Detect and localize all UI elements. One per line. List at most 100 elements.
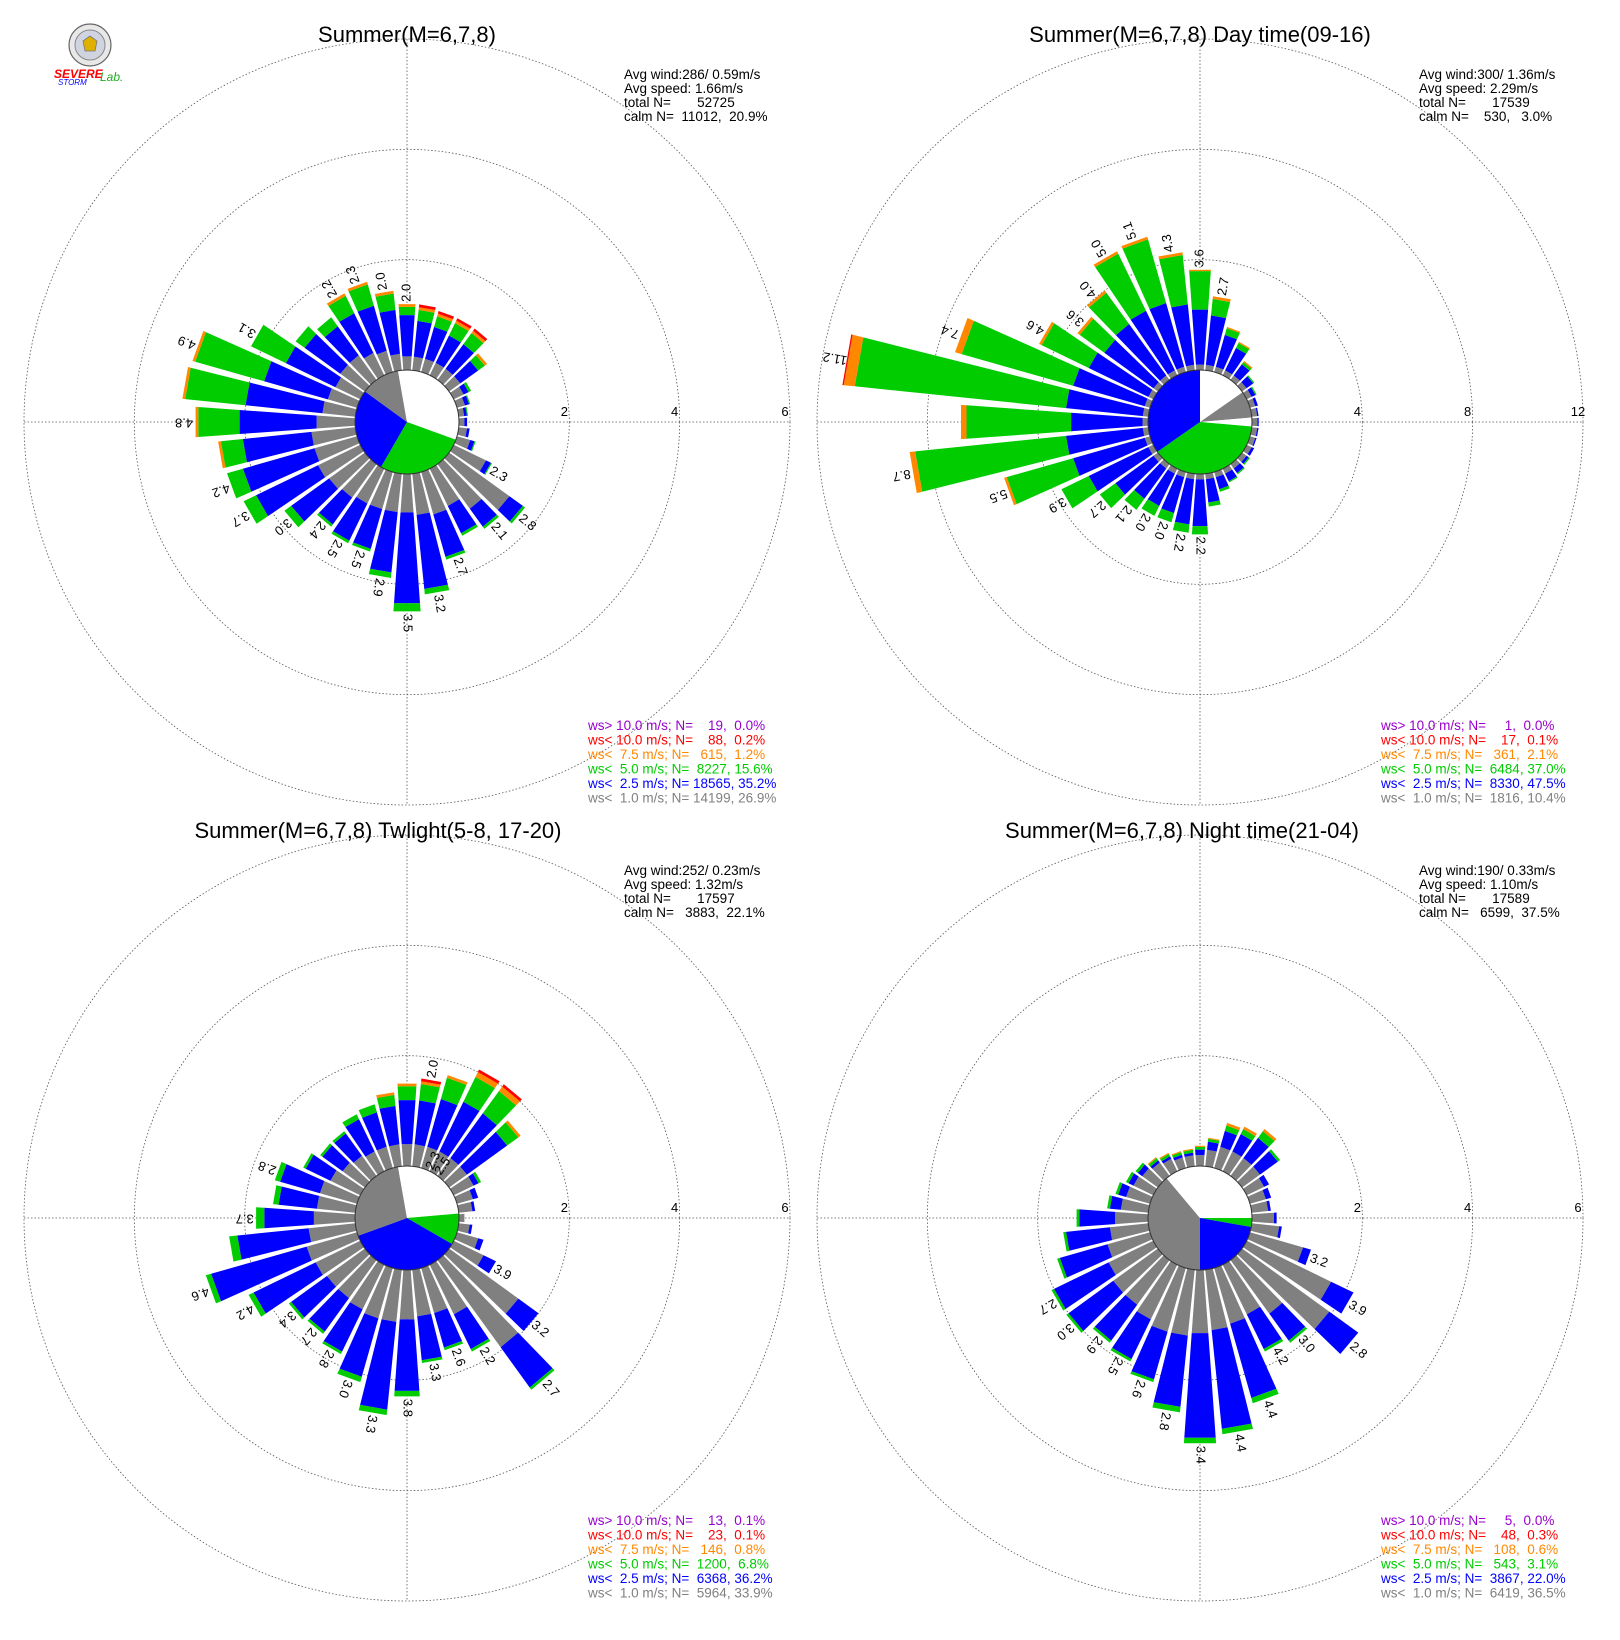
- bar-segment-30: [477, 1069, 500, 1084]
- bar-segment-140: [500, 1332, 553, 1388]
- bar-segment-0: [1194, 1146, 1206, 1150]
- bar-segment-60: [1247, 387, 1256, 397]
- bar-segment-250: [1004, 477, 1017, 506]
- bar-segment-310: [320, 1143, 332, 1157]
- bar-segment-50: [460, 1131, 508, 1175]
- bar-segment-150: [470, 1338, 491, 1352]
- bar-segment-130: [444, 452, 510, 510]
- bar-label-270: 4.8: [175, 416, 193, 431]
- bar-segment-130: [497, 496, 523, 522]
- bar-label-240: 3.7: [229, 508, 252, 530]
- legend-entry: ws< 10.0 m/s; N= 17, 0.1%: [1380, 733, 1558, 748]
- bar-segment-50: [1237, 382, 1247, 392]
- bar-segment-330: [1161, 1156, 1172, 1164]
- bar-segment-0: [1195, 364, 1205, 371]
- bar-segment-300: [1039, 321, 1055, 346]
- info-line: Avg wind:300/ 1.36m/s: [1419, 67, 1556, 82]
- calm-circle: [354, 369, 460, 475]
- bar-segment-160: [1214, 1265, 1245, 1324]
- calm-pie-slice: [1200, 1218, 1252, 1270]
- bar-segment-330: [339, 313, 374, 359]
- bar-segment-50: [444, 376, 461, 392]
- bar-segment-330: [1130, 310, 1175, 375]
- legend-entry: ws< 5.0 m/s; N= 6484, 37.0%: [1380, 762, 1566, 777]
- bar-segment-90: [1257, 417, 1259, 427]
- bar-segment-170: [1205, 1268, 1228, 1331]
- bar-label-0: 2.0: [398, 284, 413, 302]
- bar-segment-330: [1095, 253, 1146, 320]
- bar-segment-140: [482, 514, 499, 529]
- bar-segment-30: [475, 1072, 498, 1089]
- bar-segment-350: [376, 1094, 396, 1109]
- bar-label-270: 3.7: [236, 1212, 254, 1227]
- legend-entry: ws< 5.0 m/s; N= 543, 3.1%: [1380, 1557, 1558, 1572]
- bar-segment-320: [349, 355, 377, 385]
- logo-emblem: [82, 35, 98, 52]
- bar-segment-30: [1236, 343, 1250, 354]
- info-line: calm N= 3883, 22.1%: [624, 905, 765, 920]
- bar-segment-110: [474, 1238, 484, 1251]
- ring-label: 6: [781, 404, 788, 419]
- bar-segment-350: [390, 353, 402, 372]
- bar-segment-290: [274, 1161, 287, 1182]
- bar-segment-20: [427, 1099, 458, 1151]
- bar-segment-270: [966, 405, 1072, 439]
- bar-segment-120: [450, 1240, 484, 1266]
- bar-segment-180: [394, 1390, 420, 1397]
- bar-segment-350: [1184, 1152, 1194, 1157]
- bar-segment-80: [1250, 1201, 1269, 1213]
- bar-label-170: 4.4: [1232, 1433, 1250, 1453]
- bar-segment-350: [1183, 1149, 1194, 1155]
- bar-segment-240: [315, 1240, 364, 1275]
- bar-segment-200: [364, 1265, 393, 1319]
- bar-segment-140: [437, 459, 482, 509]
- bar-segment-280: [1107, 1195, 1113, 1209]
- bar-segment-340: [348, 284, 374, 312]
- bar-segment-280: [1066, 389, 1145, 417]
- ring-12: [816, 38, 1584, 806]
- bar-segment-340: [1171, 1151, 1182, 1156]
- legend-entry: ws< 1.0 m/s; N= 1816, 10.4%: [1380, 791, 1566, 806]
- bar-segment-300: [303, 1153, 314, 1169]
- bar-segment-220: [319, 489, 353, 525]
- bar-segment-240: [1054, 1262, 1116, 1309]
- bar-segment-260: [1066, 1227, 1113, 1251]
- bar-segment-60: [468, 1173, 479, 1186]
- bar-segment-90: [1251, 417, 1258, 427]
- bar-label-150: 4.2: [1270, 1344, 1292, 1367]
- bar-segment-190: [1153, 1332, 1188, 1407]
- bar-segment-180: [1183, 1437, 1217, 1444]
- bar-segment-260: [1063, 1231, 1070, 1252]
- bar-label-290: 4.9: [176, 333, 198, 353]
- bar-segment-220: [309, 1289, 349, 1332]
- bar-segment-230: [284, 505, 305, 528]
- bar-segment-100: [1277, 1226, 1282, 1239]
- logo-text-lab: Lab.: [100, 70, 123, 84]
- bar-segment-240: [1051, 1288, 1066, 1311]
- bar-segment-30: [429, 362, 444, 379]
- bar-segment-90: [1251, 1212, 1274, 1224]
- bar-segment-300: [1128, 1173, 1139, 1186]
- bar-label-200: 2.6: [1129, 1378, 1149, 1400]
- bar-segment-160: [434, 1308, 462, 1348]
- bar-segment-20: [437, 313, 453, 322]
- bar-label-170: 3.2: [431, 593, 449, 613]
- bar-segment-150: [429, 1261, 468, 1315]
- bar-segment-220: [1160, 459, 1170, 469]
- bar-segment-40: [473, 328, 488, 342]
- bar-label-350: 4.3: [1158, 233, 1176, 253]
- bar-segment-350: [389, 1144, 402, 1168]
- ring-6: [816, 834, 1584, 1602]
- bar-segment-260: [308, 1223, 357, 1243]
- bar-segment-350: [379, 309, 400, 356]
- bar-label-250: 4.2: [210, 481, 232, 501]
- legend-entry: ws< 10.0 m/s; N= 23, 0.1%: [587, 1528, 765, 1543]
- bar-segment-260: [220, 439, 247, 468]
- bar-segment-220: [317, 512, 333, 527]
- bar-segment-290: [195, 332, 272, 382]
- legend-entry: ws< 10.0 m/s; N= 48, 0.3%: [1380, 1528, 1558, 1543]
- bar-segment-10: [1211, 298, 1231, 319]
- bar-segment-0: [398, 306, 416, 316]
- bar-segment-20: [421, 1146, 438, 1171]
- bar-segment-20: [1224, 1125, 1240, 1136]
